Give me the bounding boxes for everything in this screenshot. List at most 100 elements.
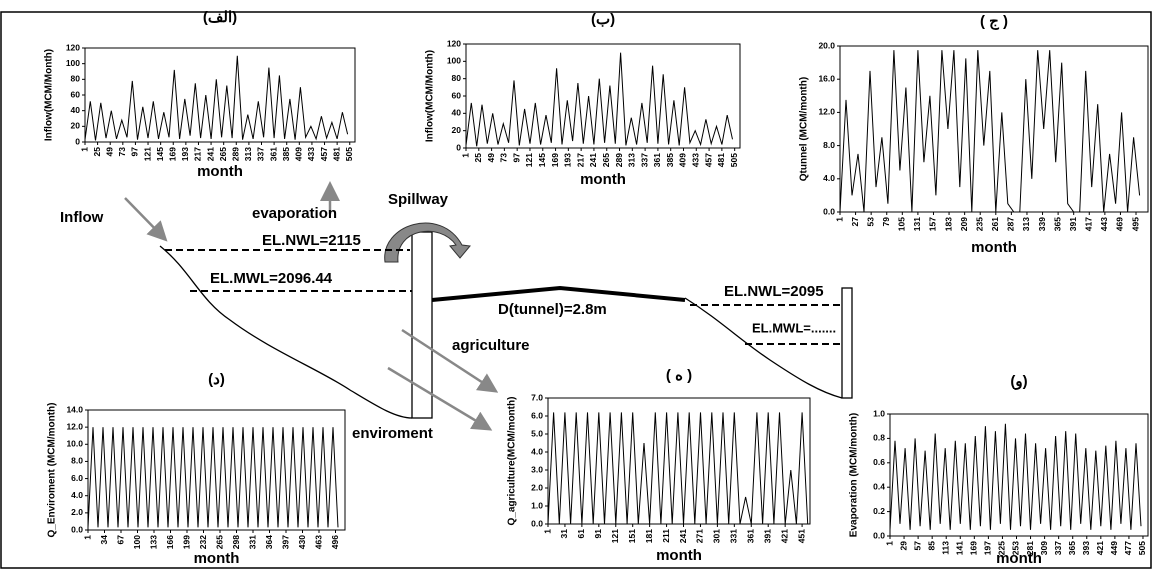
x-tick-label: 457 [703, 153, 713, 167]
right-bank [684, 297, 843, 399]
x-tick-label: 421 [1095, 541, 1105, 555]
plot-frame [839, 45, 1149, 213]
x-axis-label: month [194, 550, 240, 567]
left-bank [159, 245, 413, 419]
x-tick-label: 417 [1084, 217, 1094, 231]
x-tick-label: 337 [639, 153, 649, 167]
x-tick-label: 25 [473, 153, 483, 163]
x-tick-label: 313 [243, 147, 253, 161]
x-tick-label: 73 [499, 153, 509, 163]
x-tick-label: 361 [746, 529, 756, 543]
x-tick-label: 337 [256, 147, 266, 161]
x-tick-label: 391 [1068, 217, 1078, 231]
chart-title: ( ه ) [666, 367, 692, 384]
x-tick-label: 505 [344, 147, 354, 161]
x-tick-label: 73 [117, 147, 127, 157]
x-tick-label: 241 [205, 147, 215, 161]
x-tick-label: 97 [511, 153, 521, 163]
x-tick-label: 265 [214, 535, 224, 549]
x-tick-label: 113 [940, 541, 950, 555]
x-tick-label: 169 [969, 541, 979, 555]
y-axis-label: Evaporation (MCM/month) [849, 413, 860, 537]
tunnel-label: D(tunnel)=2.8m [498, 301, 607, 318]
x-tick-label: 339 [1037, 217, 1047, 231]
x-axis-label: month [656, 547, 702, 564]
evaporation-label: evaporation [252, 205, 337, 222]
y-axis-label: Inflow(MCM/Month) [44, 49, 55, 141]
x-tick-label: 397 [280, 535, 290, 549]
x-tick-label: 331 [247, 535, 257, 549]
y-tick-label: 6.0 [531, 410, 543, 420]
x-tick-label: 271 [695, 529, 705, 543]
x-tick-label: 241 [678, 529, 688, 543]
x-tick-label: 496 [330, 535, 340, 549]
x-tick-label: 421 [779, 529, 789, 543]
y-tick-label: 5.0 [531, 428, 543, 438]
x-tick-label: 361 [652, 153, 662, 167]
x-tick-label: 433 [306, 147, 316, 161]
x-tick-label: 145 [537, 153, 547, 167]
y-tick-label: 1.0 [873, 408, 885, 418]
x-tick-label: 409 [678, 153, 688, 167]
x-tick-label: 463 [313, 535, 323, 549]
plot-frame [87, 409, 346, 531]
x-tick-label: 199 [181, 535, 191, 549]
x-tick-label: 451 [796, 529, 806, 543]
x-tick-label: 169 [550, 153, 560, 167]
environment-arrow [387, 366, 493, 431]
x-tick-label: 61 [576, 529, 586, 539]
y-tick-label: 10.0 [66, 439, 83, 449]
y-tick-label: 2.0 [531, 482, 543, 492]
x-tick-label: 430 [297, 535, 307, 549]
x-tick-label: 433 [691, 153, 701, 167]
x-tick-label: 481 [331, 147, 341, 161]
x-tick-label: 169 [167, 147, 177, 161]
x-tick-label: 309 [1039, 541, 1049, 555]
y-tick-label: 12.0 [818, 107, 835, 117]
x-tick-label: 91 [593, 529, 603, 539]
x-tick-label: 391 [762, 529, 772, 543]
x-tick-label: 49 [486, 153, 496, 163]
x-tick-label: 145 [155, 147, 165, 161]
chart-title: (ب) [591, 11, 615, 28]
x-tick-label: 477 [1123, 541, 1133, 555]
x-tick-label: 232 [198, 535, 208, 549]
y-tick-label: 4.0 [823, 173, 835, 183]
y-tick-label: 80 [452, 73, 462, 83]
x-tick-label: 235 [974, 217, 984, 231]
dam [411, 231, 433, 419]
y-tick-label: 120 [447, 38, 461, 48]
series-line [839, 50, 1141, 213]
y-tick-label: 14.0 [66, 404, 83, 414]
y-tick-label: 0.0 [873, 530, 885, 540]
mwl-right-label: EL.MWL=....... [752, 320, 836, 335]
x-tick-label: 361 [268, 147, 278, 161]
x-tick-label: 193 [563, 153, 573, 167]
environment-label: enviroment [352, 425, 433, 442]
y-tick-label: 100 [66, 58, 80, 68]
x-tick-label: 505 [1137, 541, 1147, 555]
frame [0, 11, 1152, 569]
nwl-label: EL.NWL=2115 [262, 232, 361, 249]
right-dam [841, 287, 853, 399]
x-tick-label: 211 [661, 529, 671, 543]
y-tick-label: 60 [452, 90, 462, 100]
y-tick-label: 6.0 [71, 473, 83, 483]
y-tick-label: 100 [447, 56, 461, 66]
y-tick-label: 8.0 [71, 456, 83, 466]
x-tick-label: 181 [644, 529, 654, 543]
x-axis-label: month [996, 550, 1042, 567]
inflow-label: Inflow [60, 209, 104, 226]
spillway-label: Spillway [388, 191, 449, 208]
y-tick-label: 4.0 [531, 446, 543, 456]
x-tick-label: 27 [850, 217, 860, 227]
plot-frame [84, 47, 356, 143]
x-tick-label: 469 [1115, 217, 1125, 231]
x-tick-label: 505 [729, 153, 739, 167]
x-tick-label: 1 [79, 147, 89, 152]
x-tick-label: 443 [1099, 217, 1109, 231]
x-tick-label: 166 [165, 535, 175, 549]
y-tick-label: 0.0 [71, 524, 83, 534]
y-tick-label: 0.8 [873, 433, 885, 443]
x-tick-label: 131 [912, 217, 922, 231]
